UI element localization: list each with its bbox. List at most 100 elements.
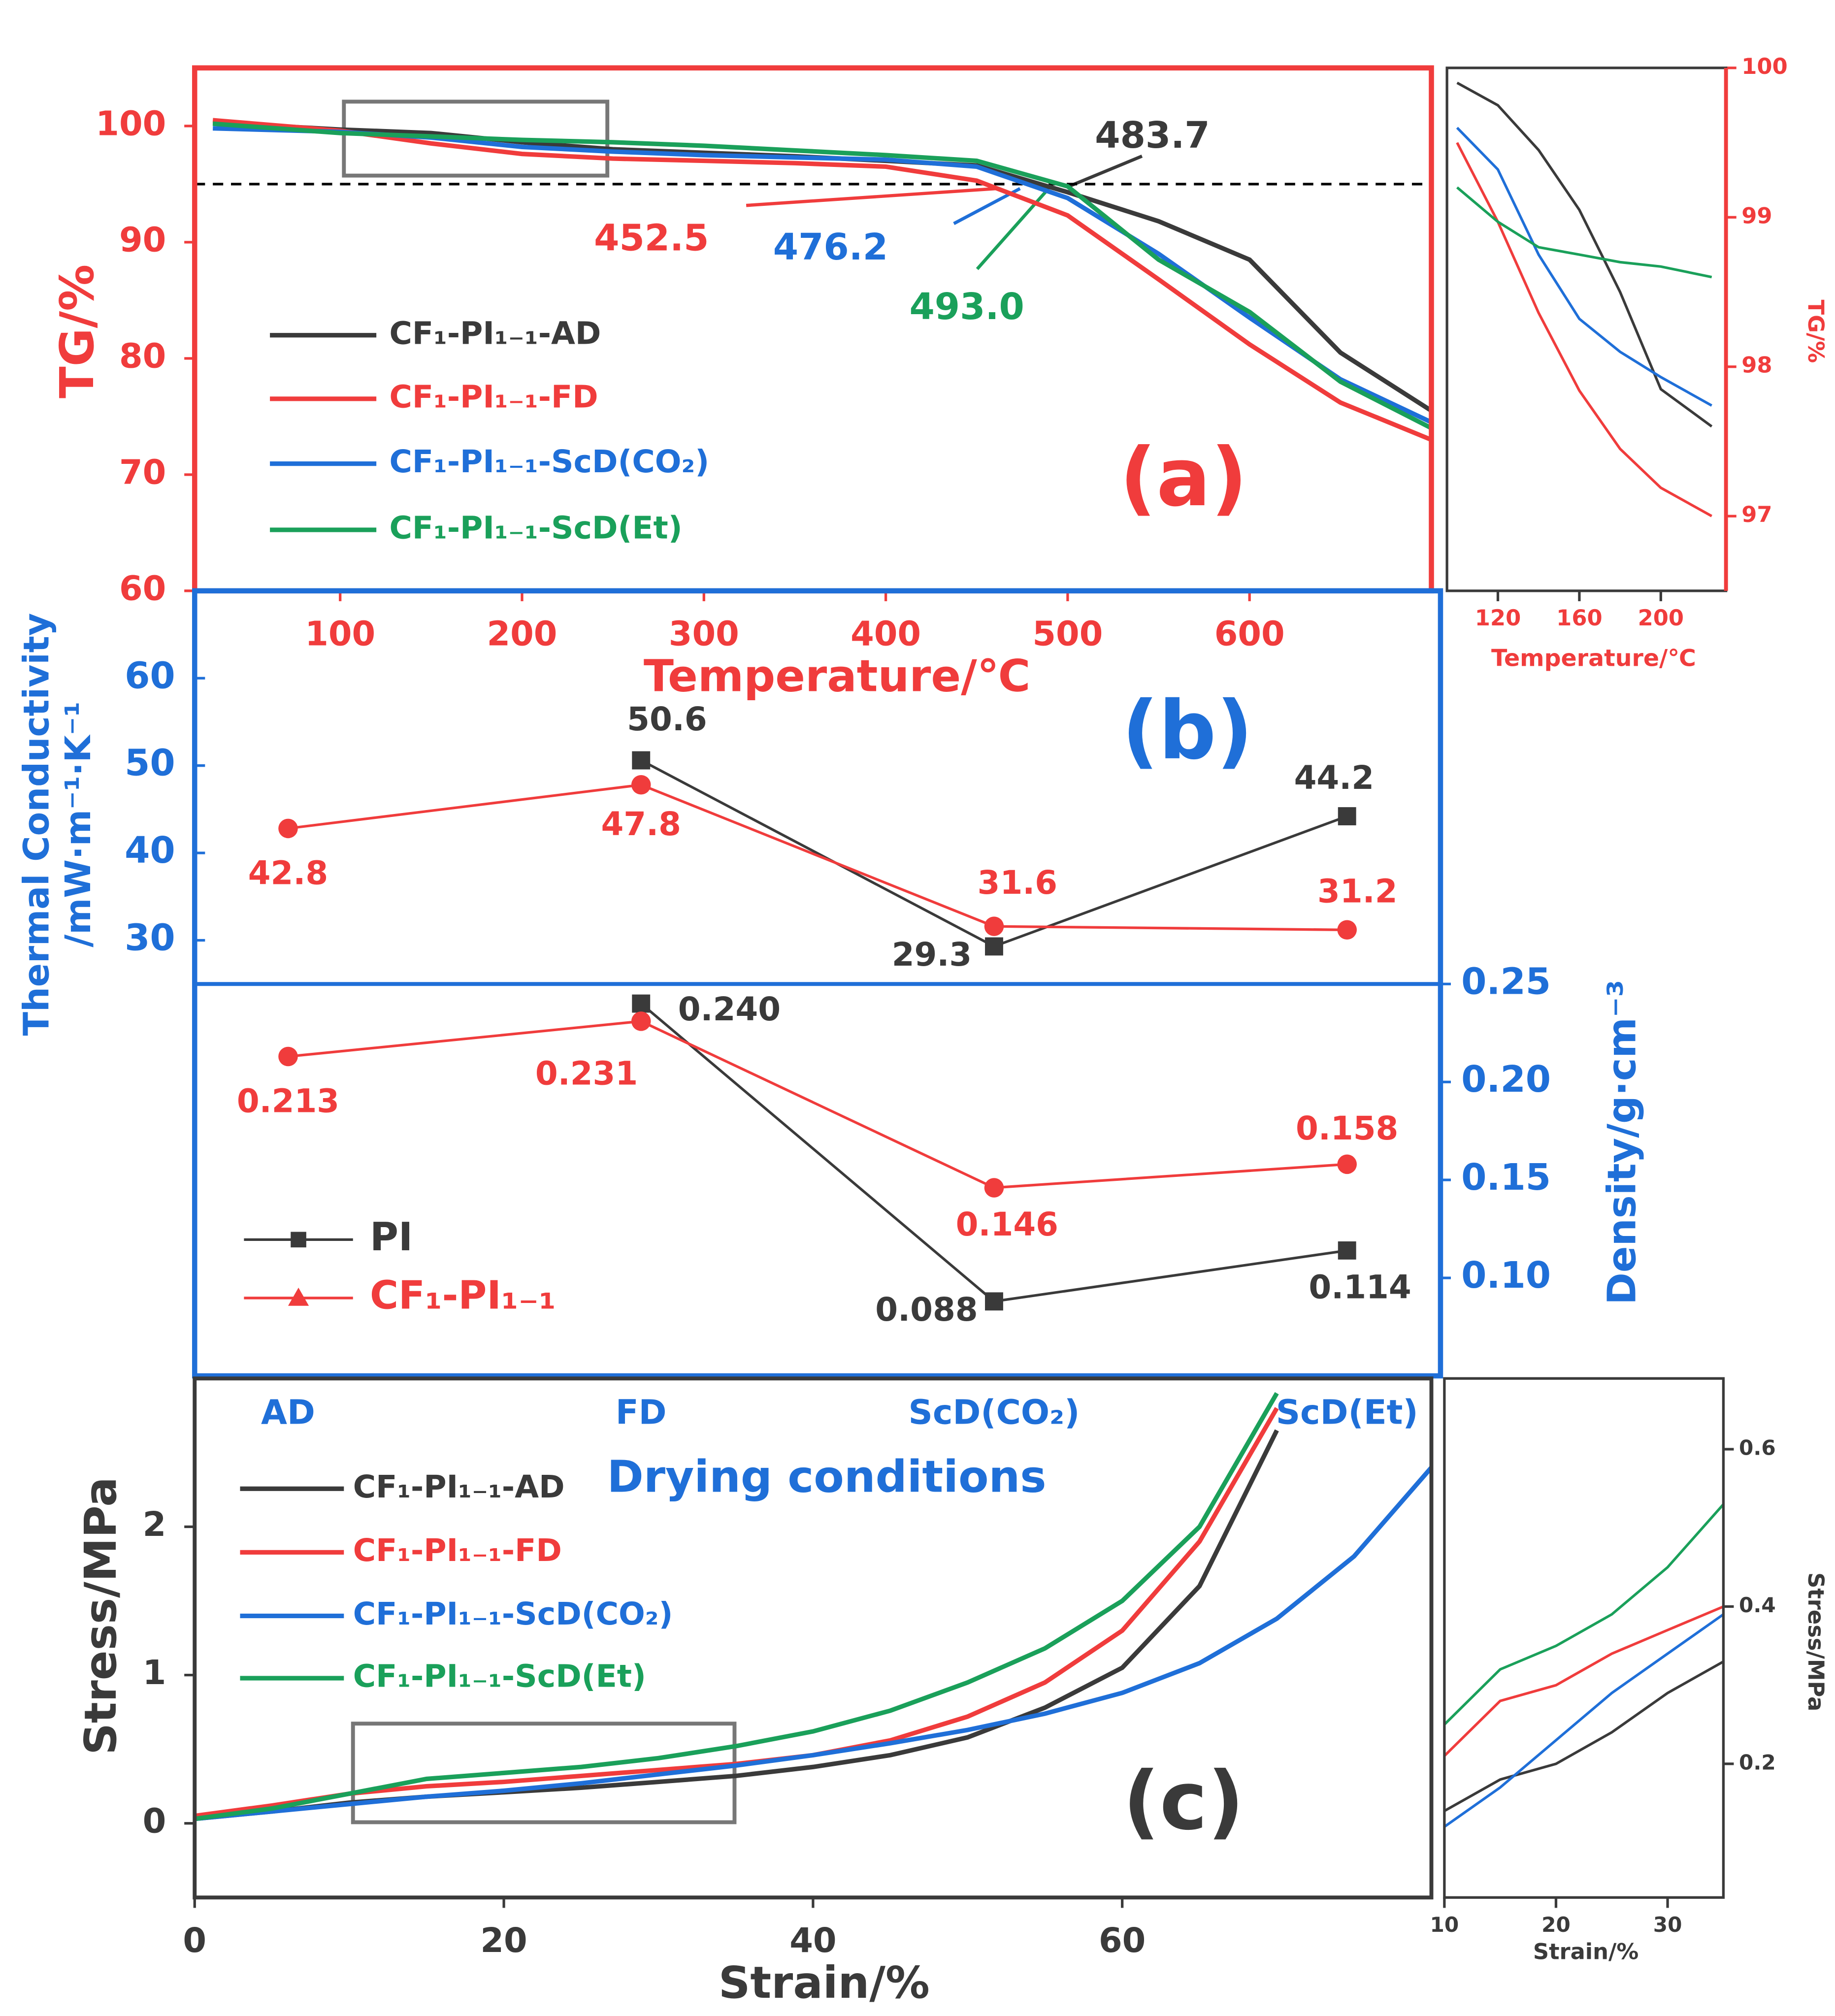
y-tick-label: 90 (119, 220, 166, 260)
x-tick-label: 100 (305, 615, 375, 654)
y-tick-label: 97 (1741, 501, 1772, 527)
x-tick-label: AD (261, 1393, 315, 1432)
series-line (1444, 1605, 1724, 1757)
y-tick-label: 60 (125, 655, 175, 697)
point (631, 1011, 651, 1031)
point (984, 1178, 1004, 1198)
x-tick-label: 200 (1638, 605, 1684, 631)
point (1337, 1154, 1357, 1174)
x-axis-label: Temperature/℃ (1491, 645, 1696, 672)
arrow (1066, 155, 1143, 189)
series-line (1456, 186, 1712, 279)
annotation: 452.5 (594, 217, 709, 259)
legend-label: PI (370, 1214, 413, 1260)
y-tick-label: 80 (119, 336, 166, 376)
y-tick-label: 0.6 (1739, 1436, 1776, 1460)
y-tick-label: 70 (119, 453, 166, 492)
y-axis-label: TG/% (50, 264, 104, 398)
series-line (1444, 1503, 1724, 1725)
x-tick-label: 40 (789, 1921, 836, 1960)
data-label: 29.3 (892, 936, 972, 974)
x-tick-label: 400 (851, 615, 921, 654)
point (632, 751, 651, 770)
legend-marker (291, 1232, 306, 1248)
x-tick-label: 60 (1099, 1921, 1146, 1960)
plot-frame (1445, 66, 1728, 592)
x-tick-label: 300 (669, 615, 739, 654)
x-tick-label: ScD(CO₂) (909, 1393, 1080, 1432)
series-line (1444, 1613, 1724, 1828)
y-axis-label: Thermal Conductivity (16, 613, 57, 1036)
data-label: 0.240 (678, 990, 781, 1028)
arrow (746, 187, 997, 207)
x-tick-label: 20 (1541, 1913, 1571, 1937)
x-tick-label: 30 (1653, 1913, 1682, 1937)
legend-marker (288, 1287, 309, 1306)
data-label: 31.6 (978, 864, 1058, 902)
data-label: 0.231 (535, 1055, 638, 1093)
x-axis-label: Strain/% (1533, 1939, 1638, 1965)
y-tick-label: 0.2 (1739, 1750, 1776, 1774)
legend-label: CF₁-PI₁₋₁-AD (353, 1468, 565, 1505)
y-tick-label: 60 (119, 569, 166, 608)
y-tick-label: 0.4 (1739, 1593, 1776, 1617)
y2-axis-label: Density/g·cm⁻³ (1600, 980, 1645, 1305)
y-tick-label: 100 (1741, 53, 1787, 79)
series-line (1456, 142, 1712, 518)
panel-label: (a) (1119, 430, 1247, 524)
annotation: 476.2 (773, 227, 888, 268)
plot-frame (1443, 1377, 1725, 1899)
series-line (288, 1020, 1347, 1189)
series-line (1456, 127, 1712, 407)
data-label: 0.213 (237, 1082, 339, 1120)
y-tick-label: 98 (1741, 352, 1772, 378)
legend-label: CF₁-PI₁₋₁-ScD(CO₂) (353, 1595, 673, 1632)
x-tick-label: 0 (183, 1921, 206, 1960)
series-line (640, 1003, 1347, 1303)
x-axis-label: Drying conditions (607, 1451, 1046, 1502)
data-label: 0.088 (875, 1291, 978, 1329)
legend-label: CF₁-PI₁₋₁ (370, 1272, 556, 1318)
point (632, 994, 651, 1013)
series-line (1444, 1660, 1724, 1812)
y-tick-label: 50 (125, 743, 175, 784)
x-tick-label: 10 (1430, 1913, 1459, 1937)
legend-label: CF₁-PI₁₋₁-AD (390, 315, 601, 351)
series-line (195, 1466, 1432, 1821)
data-label: 42.8 (248, 854, 328, 892)
y2-tick-label: 0.20 (1461, 1059, 1551, 1101)
point (631, 775, 651, 795)
series-line (288, 783, 1347, 932)
point (985, 1292, 1003, 1311)
y-axis-label: /mW·m⁻¹·K⁻¹ (58, 702, 98, 947)
x-tick-label: FD (616, 1393, 667, 1432)
y-axis-label: Stress/MPa (1803, 1572, 1829, 1711)
y-tick-label: 40 (125, 830, 175, 872)
data-label: 50.6 (627, 700, 707, 738)
x-tick-label: 160 (1556, 605, 1602, 631)
point (1338, 1241, 1356, 1260)
data-label: 0.146 (956, 1205, 1058, 1243)
y-tick-label: 0 (143, 1801, 166, 1841)
data-label: 44.2 (1294, 759, 1375, 797)
zoom-box (342, 99, 610, 178)
y-tick-label: 99 (1741, 202, 1772, 228)
x-axis-label: Temperature/℃ (644, 650, 1031, 702)
legend-label: CF₁-PI₁₋₁-FD (390, 378, 598, 415)
point (1337, 920, 1357, 940)
x-tick-label: 500 (1032, 615, 1103, 654)
series-line (195, 1392, 1279, 1821)
series-line (212, 118, 1432, 442)
panel-label: (c) (1123, 1754, 1244, 1848)
legend-label: CF₁-PI₁₋₁-ScD(CO₂) (390, 443, 710, 480)
series-line (1456, 81, 1713, 428)
y-tick-label: 1 (143, 1653, 166, 1692)
point (985, 937, 1003, 956)
panel-label: (b) (1122, 683, 1253, 778)
y-tick-label: 100 (96, 104, 166, 143)
data-label: 31.2 (1317, 873, 1398, 910)
y-tick-label: 2 (143, 1505, 166, 1544)
point (1338, 807, 1356, 826)
y-tick-label: 30 (125, 917, 175, 959)
annotation: 493.0 (909, 286, 1024, 328)
